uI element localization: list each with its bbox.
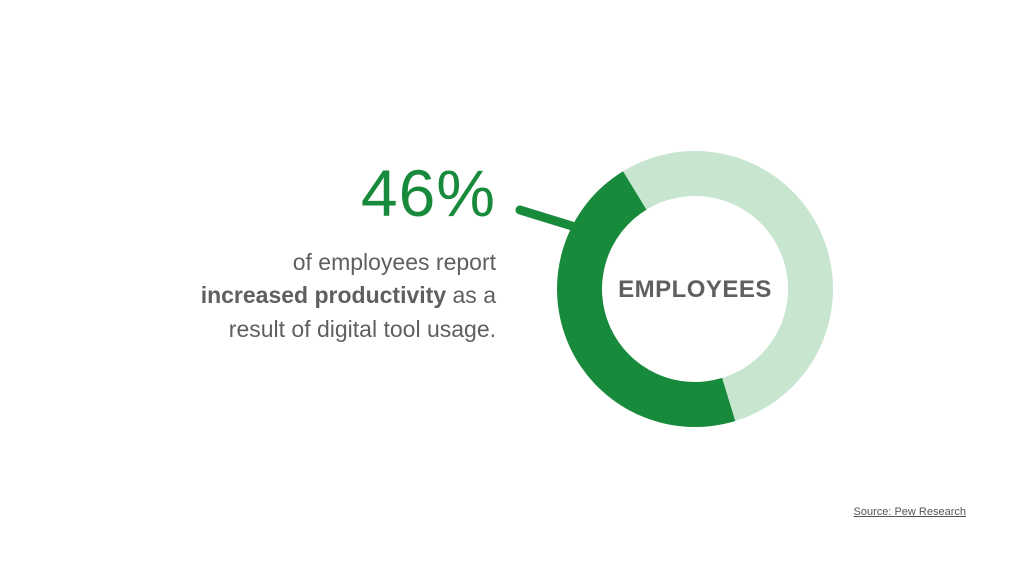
stat-description: of employees report increased productivi… xyxy=(150,246,496,346)
source-link[interactable]: Source: Pew Research xyxy=(853,506,967,518)
description-line-1: of employees report xyxy=(292,249,496,275)
description-line-3: result of digital tool usage. xyxy=(228,315,496,342)
donut-slice-0 xyxy=(556,171,736,428)
callout-line xyxy=(515,205,577,231)
donut-center-label: EMPLOYEES xyxy=(618,276,772,303)
description-bold: increased productivity xyxy=(200,282,447,309)
donut-slice-1 xyxy=(623,151,833,421)
donut-slices xyxy=(556,151,833,428)
headline-percentage: 46% xyxy=(360,156,496,230)
stat-block: 46% of employees report increased produc… xyxy=(150,160,496,346)
description-mid: as a xyxy=(446,282,497,309)
